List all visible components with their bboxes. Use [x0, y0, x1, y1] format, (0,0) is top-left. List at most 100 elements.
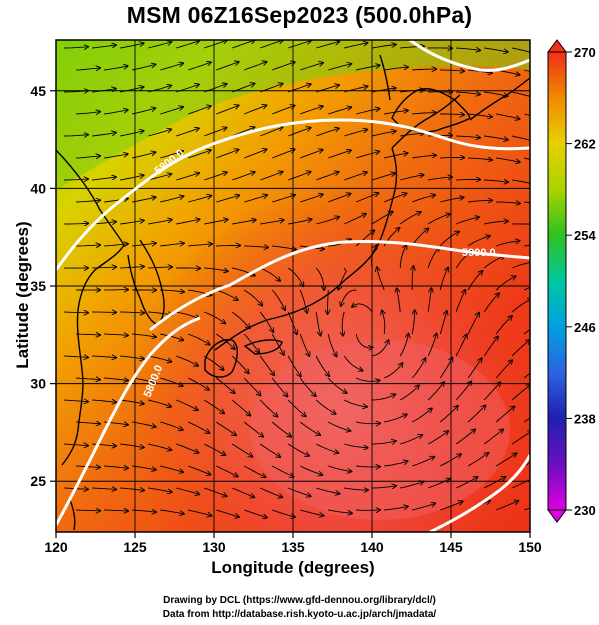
streamline-arrow [327, 333, 336, 356]
streamline-arrow [92, 400, 116, 402]
streamline-arrow [76, 68, 100, 70]
streamline-arrow [148, 174, 171, 181]
coastlines [56, 54, 530, 531]
streamline-arrow [300, 63, 323, 71]
streamline-arrow [328, 150, 351, 159]
colorbar-tick-label: 246 [574, 320, 596, 335]
colorbar: 270 262 254 246 238 230 [547, 39, 596, 523]
streamline-arrow [259, 399, 277, 417]
streamline-arrow [243, 289, 262, 306]
streamline-arrow [327, 377, 347, 393]
streamline-arrow [495, 316, 512, 335]
streamline-arrow [132, 108, 155, 115]
streamline-arrow [327, 421, 350, 431]
contour-5900-south [429, 454, 530, 532]
streamline-arrow [204, 128, 226, 137]
streamline-arrow [76, 156, 100, 158]
streamline-arrow [148, 220, 172, 225]
streamline-arrow [204, 267, 228, 271]
streamline-arrow [328, 509, 352, 513]
streamline-arrow [439, 311, 447, 335]
streamline-arrow [148, 42, 171, 49]
streamline-arrow [204, 219, 228, 225]
streamline-arrow [176, 41, 199, 49]
streamline-arrow [132, 197, 156, 203]
streamline-arrow [428, 479, 450, 489]
streamline-arrow [271, 465, 293, 477]
streamline-arrow [216, 289, 238, 300]
streamline-arrow [120, 399, 144, 404]
streamline-arrow [132, 510, 156, 512]
streamline-arrow [372, 131, 396, 137]
x-tick-label: 130 [202, 539, 226, 555]
streamline-arrow [316, 128, 339, 137]
streamline-arrow [344, 214, 366, 225]
streamline-arrow [496, 501, 518, 511]
streamline-arrow [259, 355, 274, 375]
streamline-arrow [468, 158, 492, 160]
streamline-arrow [176, 443, 198, 453]
streamline-arrow [397, 288, 401, 313]
y-tick-label: 45 [30, 83, 46, 99]
streamline-arrow [120, 220, 144, 225]
streamline-arrow [216, 105, 238, 115]
streamline-arrow [372, 45, 396, 49]
streamline-arrow [231, 399, 250, 416]
colorbar-scale [547, 51, 567, 511]
colorbar-bottom-arrow [547, 509, 567, 523]
streamline-arrow [271, 421, 291, 437]
streamline-arrow [384, 506, 408, 511]
streamline-arrow [440, 158, 464, 159]
streamline-arrow [272, 149, 294, 159]
y-axis: 25 30 35 40 45 [30, 83, 56, 489]
streamline-arrow [76, 422, 100, 424]
streamline-arrow [272, 62, 295, 71]
streamline-arrow [524, 507, 530, 511]
contour-5800-north [56, 118, 530, 271]
streamline-arrow [160, 243, 184, 247]
streamline-arrow [259, 311, 273, 332]
streamline-arrow [299, 421, 320, 435]
streamline-arrow [400, 435, 422, 445]
streamline-arrow [524, 201, 530, 204]
y-tick-label: 25 [30, 473, 46, 489]
streamline-arrow [120, 355, 144, 359]
streamline-arrow [120, 267, 144, 269]
streamline-arrow [356, 65, 380, 71]
streamline-arrow [384, 110, 408, 115]
streamline-arrow [132, 152, 155, 159]
streamline-arrow [316, 487, 339, 494]
streamline-arrow [352, 304, 373, 313]
streamline-arrow [231, 311, 250, 328]
streamline-arrow [176, 355, 198, 366]
streamline-arrow [344, 130, 367, 137]
contour-5800-topright [409, 40, 530, 72]
streamline-arrow [160, 107, 183, 115]
contour-5900-north [149, 240, 530, 332]
streamline-arrow [132, 64, 155, 71]
streamline-arrow [455, 334, 467, 357]
streamline-arrow [76, 334, 100, 335]
streamline-arrow [455, 381, 471, 401]
streamline-arrow [467, 358, 482, 379]
streamline-arrow [439, 232, 459, 247]
streamline-arrow [120, 175, 144, 181]
streamline-arrow [288, 172, 311, 181]
streamline-arrow [467, 271, 482, 291]
streamline-arrow [523, 417, 530, 423]
streamline-arrow [456, 179, 480, 180]
streamline-arrow [400, 482, 423, 489]
streamline-arrow [104, 110, 128, 115]
streamline-arrow [232, 127, 254, 137]
streamline-arrow [64, 135, 88, 136]
streamline-arrow [512, 223, 530, 225]
streamline-arrow [427, 214, 450, 225]
streamline-arrow [355, 333, 372, 348]
height-contours [56, 40, 530, 532]
streamline-arrow [300, 194, 323, 203]
colorbar-tick-label: 262 [574, 137, 596, 152]
streamline-arrow [260, 220, 284, 225]
streamline-arrow [272, 195, 295, 203]
streamline-arrow [300, 106, 323, 115]
